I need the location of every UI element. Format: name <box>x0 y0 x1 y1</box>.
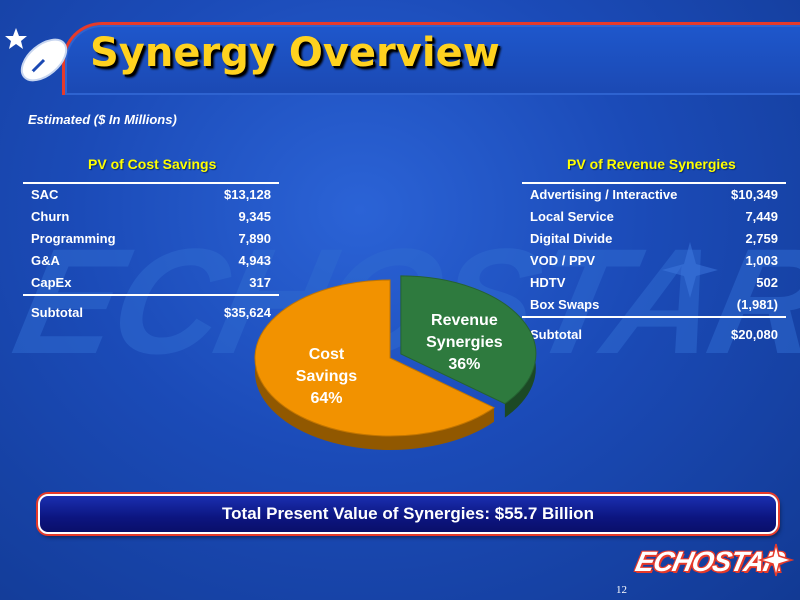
table-rule <box>23 294 279 296</box>
row-label: Churn <box>31 209 70 224</box>
row-value: 4,943 <box>238 253 271 268</box>
row-value: 7,449 <box>745 209 778 224</box>
pie-label-line: Revenue <box>431 312 498 329</box>
pie-slice-label: Cost Savings 64% <box>296 346 357 407</box>
row-label: Digital Divide <box>530 231 613 246</box>
subtotal-label: Subtotal <box>530 327 582 342</box>
row-value: 317 <box>249 275 271 290</box>
pie-label-line: Synergies <box>426 334 503 351</box>
revenue-row: Box Swaps (1,981) <box>522 294 786 316</box>
row-value: 2,759 <box>745 231 778 246</box>
pie-slice <box>400 275 537 405</box>
cost-table-title: PV of Cost Savings <box>88 156 217 172</box>
cost-row: Programming 7,890 <box>23 228 279 250</box>
pie-label-line: Cost <box>309 346 345 363</box>
cost-subtotal-row: Subtotal $35,624 <box>23 302 279 324</box>
subtotal-label: Subtotal <box>31 305 83 320</box>
cost-row: CapEx 317 <box>23 272 279 294</box>
pie-slice-label: Revenue Synergies 36% <box>426 312 503 373</box>
revenue-table-title: PV of Revenue Synergies <box>567 156 736 172</box>
row-label: CapEx <box>31 275 72 290</box>
table-rule <box>23 182 279 184</box>
pie-slice <box>254 279 496 437</box>
revenue-synergies-table: Advertising / Interactive $10,349 Local Se… <box>522 182 786 346</box>
subtitle: Estimated ($ In Millions) <box>28 112 177 127</box>
row-value: (1,981) <box>736 297 778 312</box>
row-value: 7,890 <box>238 231 271 246</box>
revenue-row: Local Service 7,449 <box>522 206 786 228</box>
row-value: $10,349 <box>731 187 778 202</box>
pie-label-line: 36% <box>448 356 480 373</box>
revenue-row: VOD / PPV 1,003 <box>522 250 786 272</box>
table-rule <box>522 316 786 318</box>
row-label: G&A <box>31 253 60 268</box>
cost-rows: SAC $13,128 Churn 9,345 Programming 7,890 G&A 4… <box>23 184 279 294</box>
pie-label-line: 64% <box>310 390 342 407</box>
synergy-pie-chart: Cost Savings 64% Revenue Synergies 36% <box>254 275 537 450</box>
cost-row: Churn 9,345 <box>23 206 279 228</box>
satellite-dish-icon <box>5 28 68 82</box>
title-banner <box>62 22 800 95</box>
subtotal-value: $35,624 <box>224 305 271 320</box>
cost-savings-table: SAC $13,128 Churn 9,345 Programming 7,890 G&A 4… <box>23 182 279 324</box>
page-title: Synergy Overview <box>90 30 500 76</box>
row-value: 1,003 <box>745 253 778 268</box>
revenue-row: HDTV 502 <box>522 272 786 294</box>
star-icon <box>662 242 718 298</box>
revenue-row: Advertising / Interactive $10,349 <box>522 184 786 206</box>
row-value: $13,128 <box>224 187 271 202</box>
row-label: HDTV <box>530 275 566 290</box>
row-label: Box Swaps <box>530 297 600 312</box>
page-number: 12 <box>616 584 627 596</box>
pie-label-line: Savings <box>296 368 357 385</box>
row-label: Local Service <box>530 209 614 224</box>
row-label: Programming <box>31 231 116 246</box>
table-rule <box>522 182 786 184</box>
total-banner: Total Present Value of Synergies: $55.7 … <box>38 494 778 534</box>
row-value: 502 <box>756 275 778 290</box>
cost-row: G&A 4,943 <box>23 250 279 272</box>
pie-slice-side <box>254 280 495 450</box>
revenue-subtotal-row: Subtotal $20,080 <box>522 324 786 346</box>
satellite-star-icon <box>758 543 794 577</box>
revenue-row: Digital Divide 2,759 <box>522 228 786 250</box>
cost-row: SAC $13,128 <box>23 184 279 206</box>
revenue-rows: Advertising / Interactive $10,349 Local Se… <box>522 184 786 316</box>
row-value: 9,345 <box>238 209 271 224</box>
subtotal-value: $20,080 <box>731 327 778 342</box>
row-label: SAC <box>31 187 59 202</box>
row-label: VOD / PPV <box>530 253 596 268</box>
row-label: Advertising / Interactive <box>530 187 678 202</box>
